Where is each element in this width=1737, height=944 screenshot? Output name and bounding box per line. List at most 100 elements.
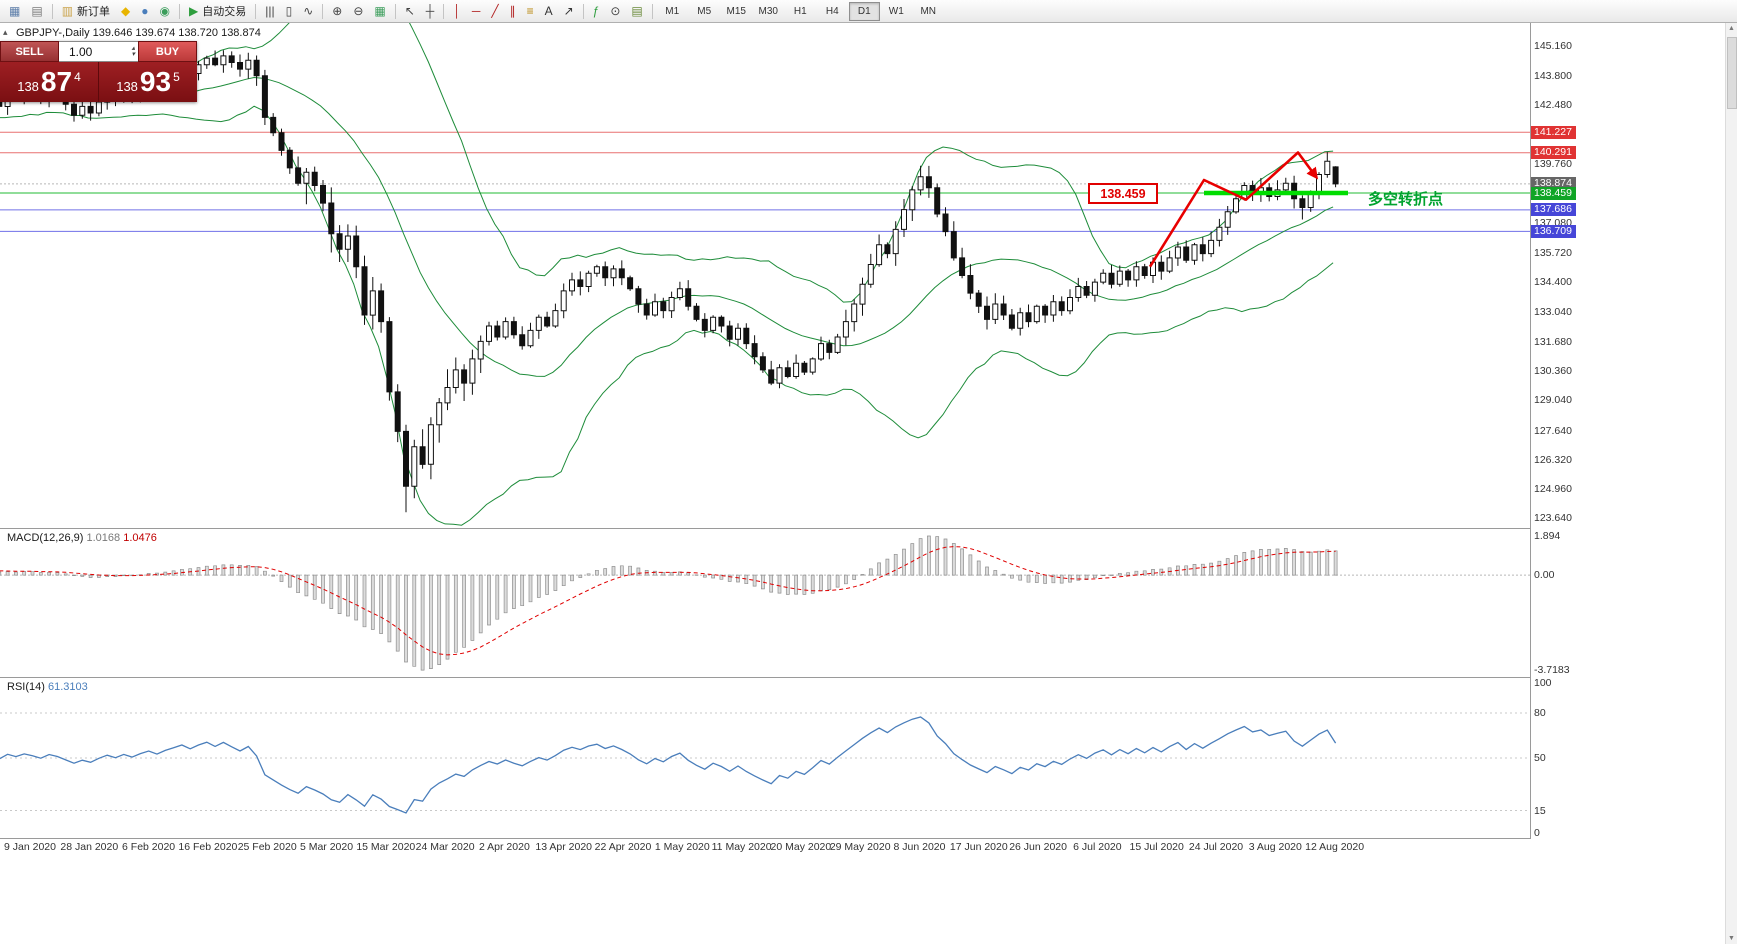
bollinger-middle-band[interactable] — [0, 76, 1334, 377]
rsi-panel[interactable] — [0, 678, 1530, 838]
fibonacci-button[interactable]: ≡ — [522, 1, 539, 22]
vertical-scrollbar[interactable]: ▲ ▼ — [1725, 23, 1737, 944]
price-box-137.686: 137.686 — [1531, 203, 1576, 217]
new-chart-icon: ▦ — [9, 4, 21, 18]
timeframe-h1[interactable]: H1 — [793, 5, 807, 17]
candlestick-chart-button[interactable]: ▯ — [281, 1, 298, 22]
volume-down-icon[interactable]: ▾ — [131, 50, 135, 58]
horizontal-line-icon: ─ — [471, 4, 481, 18]
buy-button[interactable]: BUY — [138, 41, 197, 62]
crosshair-button[interactable]: ┼ — [421, 1, 440, 22]
zoom-out-icon: ⊖ — [353, 4, 364, 18]
cursor-icon: ↖ — [404, 4, 415, 18]
rsi-panel-separator[interactable] — [0, 677, 1576, 678]
price-axis[interactable]: 145.160 143.800 142.480 139.760 137.080 135.7… — [1530, 23, 1577, 839]
channel-icon: ∥ — [509, 4, 516, 18]
market-watch-button[interactable]: ◆ — [116, 1, 135, 22]
arrow-tool-button[interactable]: ↗ — [559, 1, 579, 22]
navigator-button[interactable]: ◉ — [155, 1, 175, 22]
date-label: 6 Jul 2020 — [1073, 841, 1122, 853]
timeframe-d1[interactable]: D1 — [848, 1, 880, 21]
date-label: 26 Jun 2020 — [1009, 841, 1067, 853]
scroll-down-icon[interactable]: ▼ — [1728, 935, 1735, 942]
tile-windows-button[interactable]: ▦ — [369, 1, 390, 22]
timeframe-w1[interactable]: W1 — [888, 5, 904, 17]
periods-button[interactable]: ⊙ — [605, 1, 625, 22]
bollinger-lower-band[interactable] — [0, 105, 1334, 526]
templates-button[interactable]: ▤ — [626, 1, 647, 22]
scrollbar-thumb[interactable] — [1727, 37, 1737, 109]
bar-chart-button[interactable]: ||| — [260, 1, 279, 22]
new-order-button-label: 新订单 — [77, 6, 111, 18]
rsi-scale-label: 15 — [1534, 804, 1546, 817]
sell-price[interactable]: 138 87 4 — [0, 62, 98, 102]
timeframe-h4[interactable]: H4 — [825, 5, 839, 17]
macd-scale-label: -3.7183 — [1534, 664, 1570, 676]
price-label: 131.680 — [1534, 335, 1572, 348]
new-chart-button[interactable]: ▦ — [4, 1, 25, 22]
price-label: 142.480 — [1534, 98, 1572, 111]
rsi-scale-label: 100 — [1534, 677, 1552, 689]
zigzag-arrow[interactable] — [1148, 151, 1319, 268]
price-label: 143.800 — [1534, 69, 1572, 82]
buy-price[interactable]: 138 93 5 — [98, 62, 197, 102]
buy-price-point: 5 — [173, 70, 180, 84]
scroll-up-icon[interactable]: ▲ — [1728, 25, 1735, 32]
timeframe-mn[interactable]: MN — [920, 5, 937, 17]
autotrading-button-label: 自动交易 — [202, 6, 247, 18]
text-button[interactable]: A — [540, 1, 558, 22]
price-label: 145.160 — [1534, 39, 1572, 52]
price-tag-138459[interactable]: 138.459 — [1088, 183, 1158, 204]
zoom-in-button[interactable]: ⊕ — [327, 1, 347, 22]
toolbar-separator — [394, 3, 396, 19]
macd-panel[interactable] — [0, 529, 1530, 677]
zoom-out-button[interactable]: ⊖ — [348, 1, 368, 22]
date-label: 15 Mar 2020 — [356, 841, 416, 853]
toolbar-separator — [651, 3, 653, 19]
cursor-button[interactable]: ↖ — [400, 1, 420, 22]
vertical-line-button[interactable]: │ — [448, 1, 466, 22]
date-label: 17 Jun 2020 — [949, 841, 1008, 853]
horizontal-line-button[interactable]: ─ — [467, 1, 486, 22]
price-label: 123.640 — [1534, 512, 1572, 525]
trendline-button[interactable]: ╱ — [486, 1, 503, 22]
price-label: 135.720 — [1534, 247, 1572, 260]
macd-signal-value: 1.0476 — [123, 532, 157, 544]
timeframe-m5[interactable]: M5 — [697, 5, 712, 17]
fibonacci-icon: ≡ — [526, 4, 534, 18]
new-order-button[interactable]: ▥ 新订单 — [57, 1, 115, 22]
rsi-scale-label: 0 — [1534, 827, 1540, 839]
date-label: 24 Jul 2020 — [1188, 841, 1244, 853]
panel-collapse-icon[interactable]: ▴ — [3, 27, 8, 37]
volume-up-icon[interactable]: ▴ — [131, 44, 135, 52]
one-click-trading-panel: SELL 1.00 ▴ ▾ BUY 138 87 4 138 93 5 — [0, 41, 197, 102]
date-label: 3 Aug 2020 — [1248, 841, 1302, 853]
toolbar-separator — [255, 3, 257, 19]
autotrading-icon: ▶ — [189, 4, 199, 18]
templates-icon: ▤ — [631, 4, 643, 18]
tile-windows-icon: ▦ — [374, 4, 386, 18]
autotrading-button[interactable]: ▶ 自动交易 — [184, 1, 251, 22]
timeframe-m1[interactable]: M1 — [665, 5, 680, 17]
macd-panel-separator[interactable] — [0, 528, 1576, 529]
data-window-button[interactable]: ● — [136, 1, 153, 22]
date-label: 24 Mar 2020 — [415, 841, 475, 853]
timeframe-m30[interactable]: M30 — [758, 5, 778, 17]
bollinger-upper-band[interactable] — [0, 23, 1334, 303]
turning-point-label[interactable]: 多空转折点 — [1368, 191, 1444, 208]
date-label: 22 Apr 2020 — [594, 841, 652, 853]
profiles-button[interactable]: ▤ — [26, 1, 47, 22]
price-label: 124.960 — [1534, 483, 1572, 496]
sell-button[interactable]: SELL — [0, 41, 59, 62]
price-chart[interactable] — [0, 23, 1530, 528]
channel-button[interactable]: ∥ — [505, 1, 521, 22]
timeframe-m15[interactable]: M15 — [726, 5, 746, 17]
line-chart-button[interactable]: ∿ — [298, 1, 318, 22]
volume-stepper[interactable]: ▴ ▾ — [131, 44, 135, 58]
price-label: 139.760 — [1534, 158, 1572, 171]
time-axis[interactable]: 9 Jan 2020 28 Jan 2020 6 Feb 2020 16 Feb 20… — [0, 840, 1576, 857]
price-box-138.459: 138.459 — [1531, 186, 1576, 200]
volume-field[interactable]: 1.00 ▴ ▾ — [59, 41, 138, 62]
indicators-button[interactable]: ƒ — [588, 1, 605, 22]
